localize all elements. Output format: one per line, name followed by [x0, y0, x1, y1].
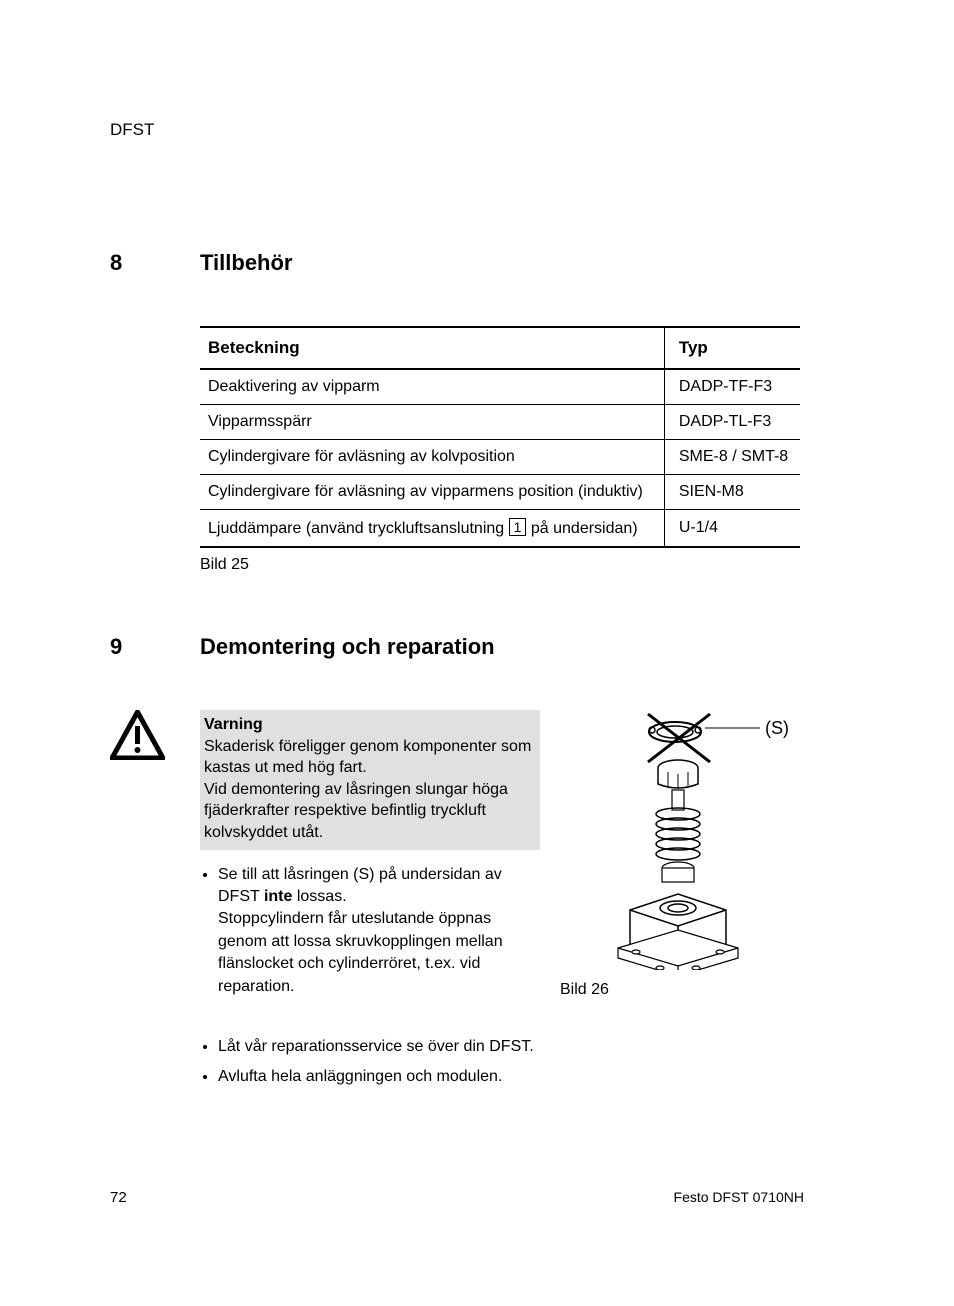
- table-row: Deaktivering av vipparm DADP-TF-F3: [200, 369, 800, 405]
- warning-bullet-list: Se till att låsringen (S) på undersidan …: [200, 864, 540, 998]
- list-item: Avlufta hela anläggningen och modulen.: [218, 1066, 804, 1088]
- table-cell: SIEN-M8: [664, 475, 800, 510]
- table-cell: Ljuddämpare (använd tryckluftsanslutning…: [200, 510, 664, 548]
- table-caption: Bild 25: [200, 556, 804, 574]
- figure-26-illustration: (S): [560, 710, 810, 970]
- section-title: Demontering och reparation: [200, 634, 495, 660]
- table-cell: DADP-TL-F3: [664, 405, 800, 440]
- table-cell: Cylindergivare för avläsning av kolvposi…: [200, 440, 664, 475]
- row5-prefix: Ljuddämpare (använd tryckluftsanslutning: [208, 520, 504, 537]
- figure-callout-s: (S): [765, 718, 789, 738]
- warning-box: Varning Skaderisk föreligger genom kompo…: [200, 710, 540, 850]
- table-cell: Cylindergivare för avläsning av vipparme…: [200, 475, 664, 510]
- page: DFST 8 Tillbehör Beteckning Typ Deaktive…: [0, 0, 954, 1306]
- page-footer: 72 Festo DFST 0710NH: [110, 1189, 804, 1206]
- section-9-bullets: Låt vår reparationsservice se över din D…: [200, 1036, 804, 1089]
- warning-para-2: Vid demontering av låsringen slungar hög…: [204, 779, 534, 844]
- warning-para-1: Skaderisk föreligger genom komponenter s…: [204, 736, 534, 779]
- warning-block: Varning Skaderisk föreligger genom kompo…: [110, 710, 804, 1006]
- section-title: Tillbehör: [200, 250, 293, 276]
- table-header-beteckning: Beteckning: [200, 327, 664, 369]
- section-9-heading: 9 Demontering och reparation: [110, 634, 804, 660]
- running-head: DFST: [110, 120, 804, 140]
- table-cell: DADP-TF-F3: [664, 369, 800, 405]
- table-row: Cylindergivare för avläsning av vipparme…: [200, 475, 800, 510]
- list-item: Se till att låsringen (S) på undersidan …: [218, 864, 540, 998]
- boxed-callout-1: 1: [509, 518, 527, 536]
- bullet-list: Låt vår reparationsservice se över din D…: [200, 1036, 804, 1089]
- bullet1-line2: Stoppcylindern får uteslutande öppnas ge…: [218, 910, 503, 994]
- list-item: Låt vår reparationsservice se över din D…: [218, 1036, 804, 1058]
- warning-title: Varning: [204, 714, 534, 736]
- section-8-content: Beteckning Typ Deaktivering av vipparm D…: [200, 326, 804, 574]
- section-number: 8: [110, 250, 200, 276]
- table-header-typ: Typ: [664, 327, 800, 369]
- table-cell: Deaktivering av vipparm: [200, 369, 664, 405]
- table-row: Cylindergivare för avläsning av kolvposi…: [200, 440, 800, 475]
- bullet1-post: lossas.: [292, 888, 346, 905]
- doc-id: Festo DFST 0710NH: [674, 1189, 804, 1206]
- warning-icon: [110, 710, 165, 760]
- table-cell: U-1/4: [664, 510, 800, 548]
- figure-caption: Bild 26: [560, 981, 810, 999]
- warning-text-col: Varning Skaderisk föreligger genom kompo…: [200, 710, 540, 1006]
- figure-col: (S): [540, 710, 810, 1006]
- section-number: 9: [110, 634, 200, 660]
- warning-icon-col: [110, 710, 200, 1006]
- accessories-table: Beteckning Typ Deaktivering av vipparm D…: [200, 326, 800, 548]
- section-8-heading: 8 Tillbehör: [110, 250, 804, 276]
- table-cell: SME-8 / SMT-8: [664, 440, 800, 475]
- table-row: Vipparmsspärr DADP-TL-F3: [200, 405, 800, 440]
- table-row: Ljuddämpare (använd tryckluftsanslutning…: [200, 510, 800, 548]
- table-cell: Vipparmsspärr: [200, 405, 664, 440]
- row5-suffix: på undersidan): [531, 520, 638, 537]
- bullet1-pre: Se till att låsringen (S) på undersidan …: [218, 866, 502, 905]
- page-number: 72: [110, 1189, 127, 1206]
- bullet1-bold: inte: [264, 888, 292, 905]
